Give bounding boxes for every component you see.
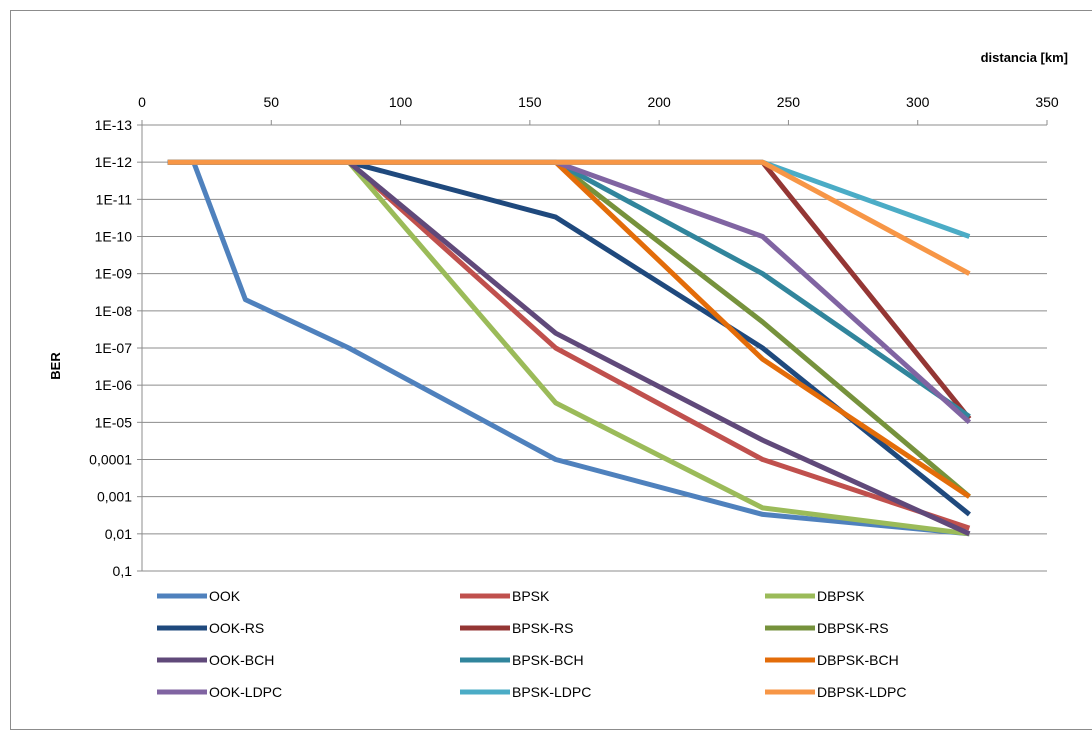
y-tick-label: 0,01 — [105, 526, 132, 542]
legend-label: BPSK — [512, 588, 550, 604]
series-line-bpsk — [167, 159, 971, 531]
legend-item-ook-rs: OOK-RS — [157, 620, 264, 636]
legend-label: BPSK-BCH — [512, 652, 584, 668]
legend-item-ook-ldpc: OOK-LDPC — [157, 684, 282, 700]
y-tick-label: 0,0001 — [89, 452, 132, 468]
series-line-bpsk-rs — [167, 159, 972, 421]
legend-label: OOK-LDPC — [209, 684, 282, 700]
legend-label: DBPSK — [817, 588, 865, 604]
legend-label: BPSK-RS — [512, 620, 573, 636]
legend-item-bpsk-rs: BPSK-RS — [460, 620, 573, 636]
y-axis-title: BER — [48, 352, 63, 380]
y-tick-label: 1E-06 — [95, 377, 133, 393]
series-line-dbpsk-rs — [167, 159, 972, 499]
series-line-ook-ldpc — [167, 159, 972, 425]
legend-item-bpsk-ldpc: BPSK-LDPC — [460, 684, 591, 700]
y-tick-label: 1E-08 — [95, 303, 133, 319]
series-line-dbpsk-bch — [167, 159, 971, 499]
x-tick-label: 300 — [906, 94, 930, 110]
x-tick-labels: 0 50 100 150 200 250 300 350 — [138, 94, 1059, 110]
series-lines — [167, 159, 972, 537]
legend-item-dbpsk-bch: DBPSK-BCH — [765, 652, 899, 668]
series-line-bpsk-bch — [167, 159, 971, 419]
y-tick-label: 1E-09 — [95, 266, 133, 282]
series-line-dbpsk-ldpc — [167, 159, 971, 276]
y-tick-label: 1E-07 — [95, 340, 133, 356]
x-tick-label: 350 — [1035, 94, 1059, 110]
legend-item-ook: OOK — [157, 588, 241, 604]
x-axis-title: distancia [km] — [981, 50, 1068, 65]
legend-label: OOK-RS — [209, 620, 264, 636]
y-tick-label: 1E-05 — [95, 414, 133, 430]
y-tick-label: 1E-13 — [95, 117, 133, 133]
axes — [141, 124, 1047, 571]
x-tick-label: 100 — [389, 94, 413, 110]
x-tick-label: 250 — [777, 94, 801, 110]
legend-label: DBPSK-RS — [817, 620, 889, 636]
legend-label: OOK-BCH — [209, 652, 274, 668]
legend-item-dbpsk-rs: DBPSK-RS — [765, 620, 889, 636]
legend-label: DBPSK-LDPC — [817, 684, 906, 700]
y-tick-label: 1E-12 — [95, 154, 133, 170]
x-tick-label: 50 — [263, 94, 279, 110]
y-tick-label: 0,1 — [113, 563, 133, 579]
x-tick-label: 200 — [647, 94, 671, 110]
legend-label: DBPSK-BCH — [817, 652, 899, 668]
y-tick-label: 1E-11 — [96, 191, 133, 207]
legend: OOK BPSK DBPSK OOK-RS BPSK-RS DBPSK-RS OOK-BCH… — [157, 588, 906, 700]
legend-item-bpsk-bch: BPSK-BCH — [460, 652, 584, 668]
y-tick-label: 1E-10 — [95, 229, 133, 245]
y-tick-labels: 1E-13 1E-12 1E-11 1E-10 1E-09 1E-08 1E-07 1E-06… — [89, 117, 132, 579]
legend-item-ook-bch: OOK-BCH — [157, 652, 274, 668]
x-tick-label: 150 — [518, 94, 542, 110]
legend-label: BPSK-LDPC — [512, 684, 591, 700]
y-tick-label: 0,001 — [97, 489, 132, 505]
legend-item-bpsk: BPSK — [460, 588, 550, 604]
legend-label: OOK — [209, 588, 241, 604]
legend-item-dbpsk: DBPSK — [765, 588, 865, 604]
legend-item-dbpsk-ldpc: DBPSK-LDPC — [765, 684, 906, 700]
x-tick-label: 0 — [138, 94, 146, 110]
